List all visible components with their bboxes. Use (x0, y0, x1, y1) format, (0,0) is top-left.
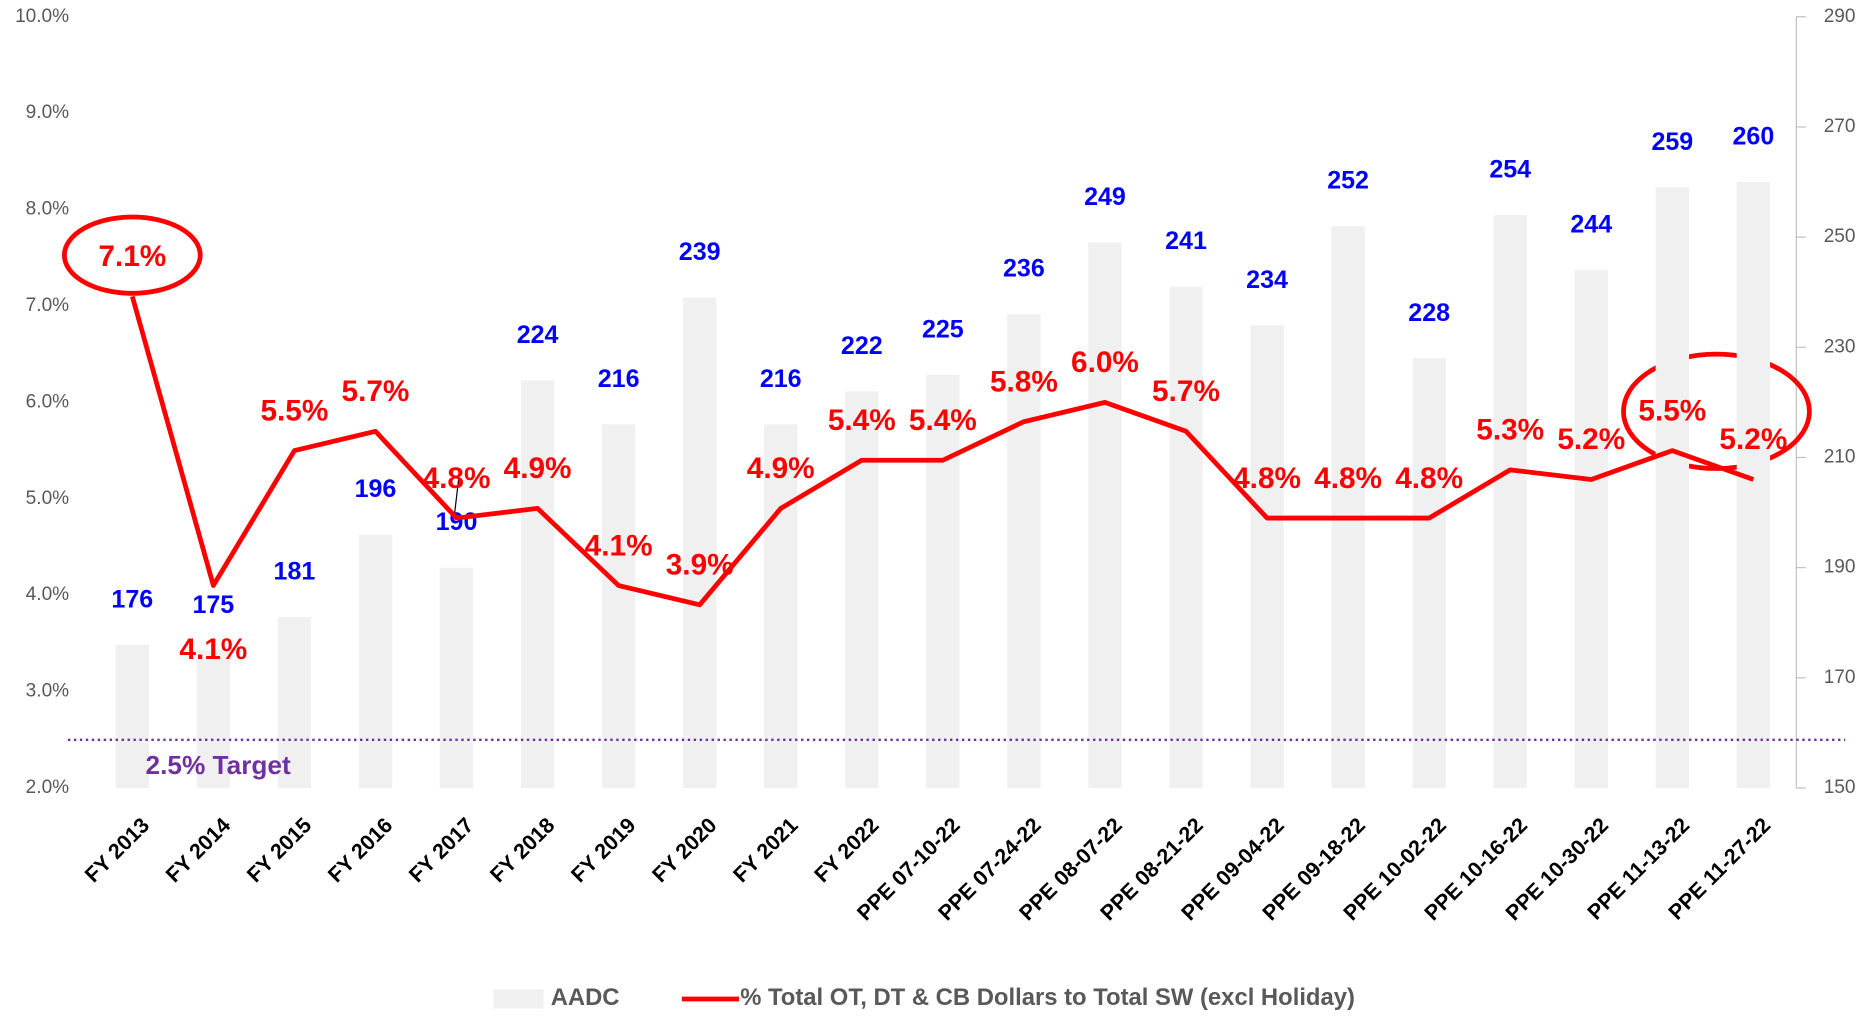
y-tick-label: 3.0% (26, 681, 69, 702)
y2-tick-label: 230 (1824, 336, 1856, 357)
line (130, 295, 1755, 608)
line-value-label: 6.0% (1071, 346, 1139, 379)
y-tick-label: 10.0% (15, 6, 69, 27)
bar (277, 617, 312, 788)
target-label: 2.5% Target (146, 750, 291, 780)
bar-value-label: 228 (1408, 299, 1450, 327)
line-value-label: 4.9% (504, 452, 572, 485)
leader-line (453, 476, 460, 518)
x-tick-label: FY 2020 (648, 813, 722, 887)
bar (1655, 187, 1690, 788)
bar-value-label: 190 (436, 508, 478, 536)
line-value-label: 5.5% (260, 394, 328, 427)
line-value-label: 4.8% (1233, 462, 1301, 495)
bar (845, 391, 879, 788)
bar (682, 297, 717, 788)
bar-value-label: 216 (598, 365, 640, 393)
y2-tick-label: 210 (1824, 446, 1856, 467)
x-tick-label: FY 2015 (242, 813, 316, 887)
line-value-label: 4.1% (585, 529, 653, 562)
y-tick-label: 9.0% (26, 102, 69, 123)
bar-value-label: 176 (111, 585, 153, 613)
bar-value-label: 234 (1246, 266, 1288, 294)
y-tick-label: 6.0% (26, 391, 69, 412)
bar (115, 644, 149, 788)
x-tick-label: FY 2013 (80, 813, 154, 887)
line-value-label: 5.5% (1638, 394, 1706, 427)
x-tick-label: FY 2021 (729, 813, 803, 887)
line-value-label: 5.2% (1557, 423, 1625, 456)
line-value-label: 7.1% (98, 240, 166, 273)
bar-value-label: 244 (1570, 211, 1612, 239)
bar-value-label: 181 (274, 558, 316, 586)
highlight-circle (61, 214, 203, 296)
y-tick-label: 7.0% (26, 295, 69, 316)
line-value-label: 5.2% (1719, 423, 1787, 456)
line-value-label: 5.7% (342, 375, 410, 408)
y2-tick-label: 150 (1824, 777, 1856, 798)
x-tick-label: FY 2019 (566, 813, 640, 887)
bar-value-label: 236 (1003, 255, 1045, 283)
y2-tick-label: 270 (1824, 116, 1856, 137)
y-tick-label: 8.0% (26, 199, 69, 220)
bar (1088, 242, 1122, 788)
line-value-label: 4.9% (747, 452, 815, 485)
y2-tick-label: 170 (1824, 667, 1856, 688)
legend-swatch (493, 989, 544, 1009)
bar (1736, 182, 1771, 788)
x-tick-label: FY 2022 (810, 813, 884, 887)
y-tick-label: 2.0% (26, 777, 69, 798)
legend-label: % Total OT, DT & CB Dollars to Total SW … (740, 984, 1355, 1011)
bar-value-label: 260 (1733, 123, 1775, 151)
bar (1412, 358, 1446, 788)
bar (358, 534, 393, 788)
bar-value-label: 259 (1651, 128, 1693, 156)
bar (1331, 226, 1365, 788)
bar (196, 650, 231, 788)
bar (1169, 286, 1203, 788)
line-value-label: 5.3% (1476, 414, 1544, 447)
x-tick-label: FY 2017 (404, 813, 478, 887)
line-value-label: 5.4% (828, 404, 896, 437)
line-value-label: 4.8% (1395, 462, 1463, 495)
bar-value-label: 241 (1165, 227, 1207, 255)
line-value-label: 5.4% (909, 404, 977, 437)
bar (601, 424, 636, 788)
y2-tick-label: 250 (1824, 226, 1856, 247)
bar-value-label: 196 (355, 475, 397, 503)
bar-value-label: 224 (517, 321, 559, 349)
bar (520, 380, 555, 788)
bar-value-label: 225 (922, 315, 964, 343)
y-tick-label: 4.0% (26, 584, 69, 605)
line-value-label: 4.8% (423, 462, 491, 495)
bar-value-label: 175 (192, 591, 234, 619)
bar-value-label: 254 (1489, 156, 1531, 184)
line-value-label: 5.7% (1152, 375, 1220, 408)
bar-value-label: 216 (760, 365, 802, 393)
bar (439, 567, 474, 788)
bar (1493, 215, 1527, 788)
legend-label: AADC (551, 984, 620, 1011)
y2-tick-label: 290 (1824, 6, 1856, 27)
bar-value-label: 222 (841, 332, 883, 360)
bar-value-label: 239 (679, 238, 721, 266)
x-tick-label: FY 2018 (485, 813, 559, 887)
line-value-label: 4.8% (1314, 462, 1382, 495)
bar (926, 374, 960, 788)
x-tick-label: FY 2014 (161, 813, 235, 887)
x-tick-label: FY 2016 (323, 813, 397, 887)
line-value-label: 3.9% (666, 549, 734, 582)
bar (1250, 325, 1284, 788)
line-value-label: 5.8% (990, 365, 1058, 398)
bar-value-label: 252 (1327, 167, 1369, 195)
y-tick-label: 5.0% (26, 488, 69, 509)
bar (1574, 270, 1608, 788)
bar (764, 424, 798, 788)
y2-tick-label: 190 (1824, 557, 1856, 578)
bar-value-label: 249 (1084, 183, 1126, 211)
bar (1007, 314, 1041, 788)
line-value-label: 4.1% (179, 633, 247, 666)
